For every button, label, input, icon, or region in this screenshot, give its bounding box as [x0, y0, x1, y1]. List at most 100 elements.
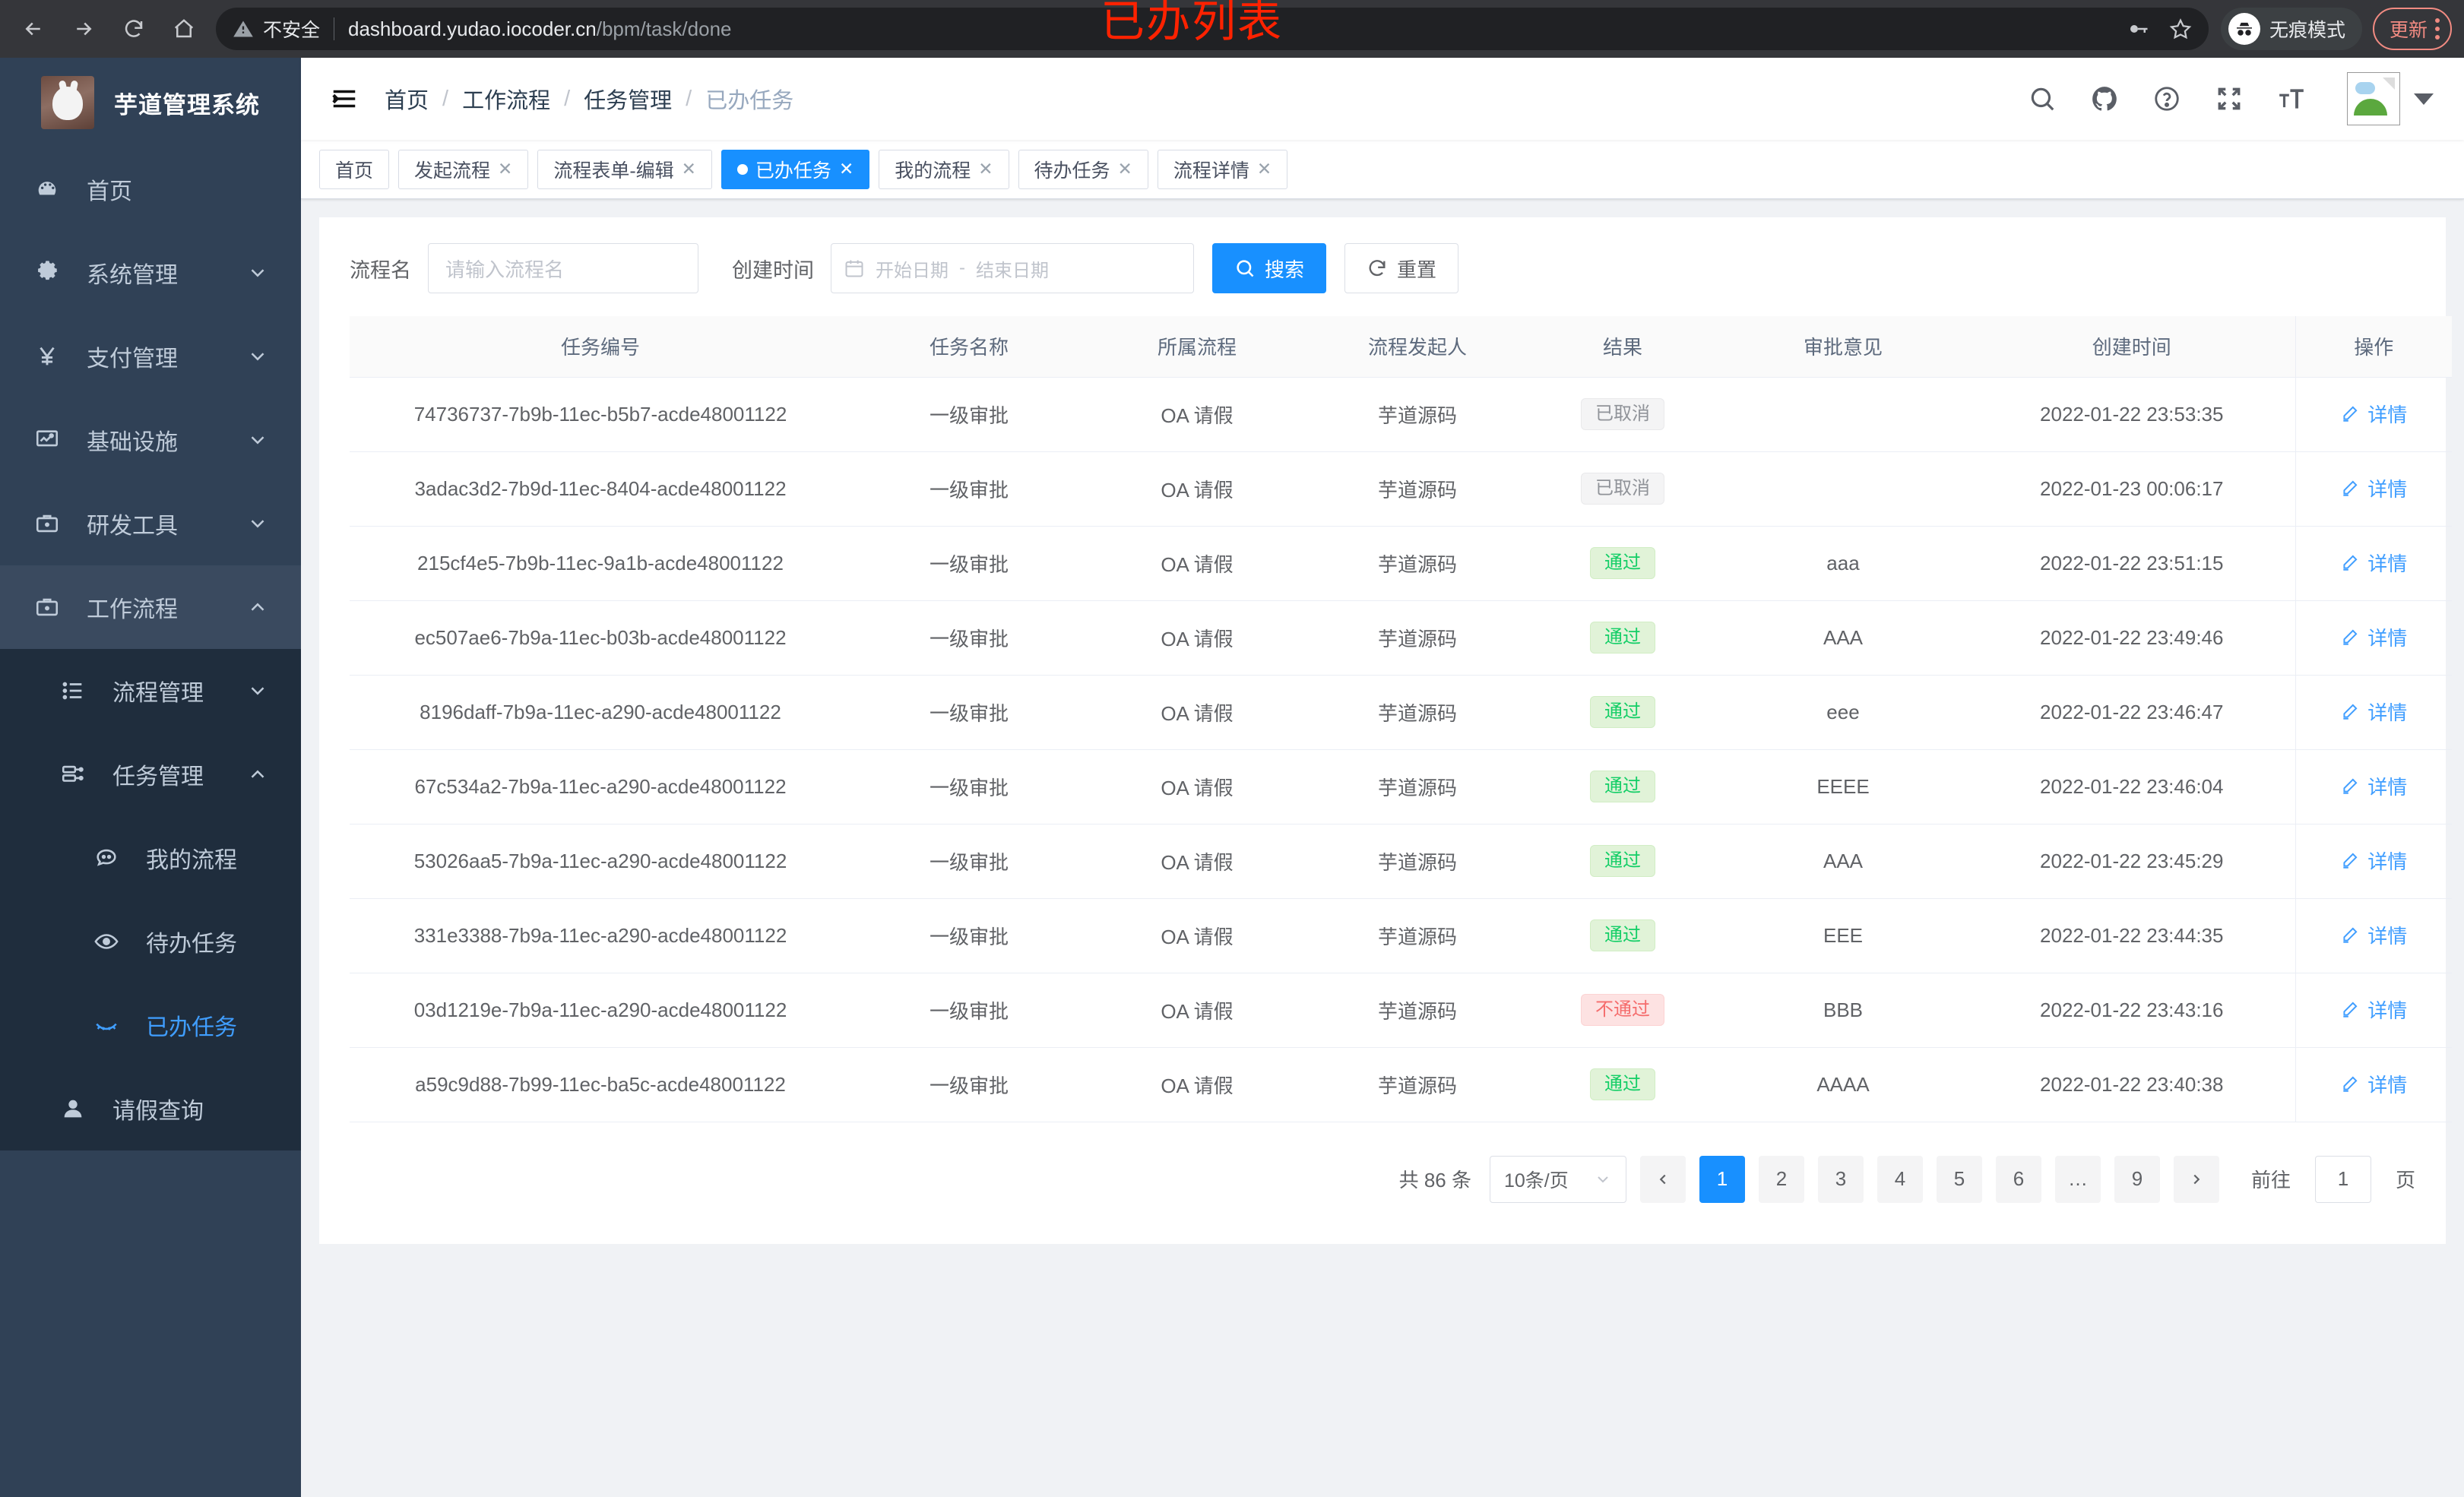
bookmark-star-icon[interactable]: [2169, 17, 2192, 40]
tab-done-task[interactable]: 已办任务 ✕: [721, 149, 870, 189]
page-button-1[interactable]: 1: [1699, 1155, 1745, 1203]
font-size-icon[interactable]: [2277, 84, 2306, 113]
browser-menu-icon[interactable]: [2435, 18, 2440, 40]
sidebar-item-task-manage[interactable]: 任务管理: [0, 733, 301, 816]
search-icon[interactable]: [2028, 84, 2057, 113]
detail-link[interactable]: 详情: [2340, 698, 2407, 726]
page-size-select[interactable]: 10条/页: [1489, 1155, 1626, 1203]
detail-link-label: 详情: [2367, 552, 2408, 575]
incognito-badge[interactable]: 无痕模式: [2220, 8, 2362, 50]
github-icon[interactable]: [2090, 84, 2119, 113]
key-icon[interactable]: [2127, 17, 2149, 40]
sidebar-item-home[interactable]: 首页: [0, 147, 301, 231]
reload-icon[interactable]: [112, 8, 155, 50]
cell-process: OA 请假: [1087, 377, 1307, 452]
sidebar-item-label: 请假查询: [112, 1099, 204, 1124]
cell-task-id: 03d1219e-7b9a-11ec-a290-acde48001122: [350, 973, 851, 1048]
breadcrumb: 首页 / 工作流程 / 任务管理 / 已办任务: [385, 83, 793, 115]
column-header-create-time: 创建时间: [1968, 316, 2295, 378]
tab-home[interactable]: 首页: [319, 149, 390, 189]
help-icon[interactable]: [2152, 84, 2181, 113]
sidebar-item-leave-query[interactable]: 请假查询: [0, 1067, 301, 1150]
tab-todo-task[interactable]: 待办任务 ✕: [1018, 149, 1148, 189]
sidebar-item-process-manage[interactable]: 流程管理: [0, 649, 301, 733]
close-icon[interactable]: ✕: [681, 159, 696, 179]
breadcrumb-item-1[interactable]: 工作流程: [462, 89, 551, 113]
sidebar-toggle-icon[interactable]: [327, 81, 362, 116]
table-row: 53026aa5-7b9a-11ec-a290-acde48001122 一级审批…: [350, 824, 2452, 899]
table-row: 8196daff-7b9a-11ec-a290-acde48001122 一级审批…: [350, 675, 2452, 750]
fullscreen-icon[interactable]: [2215, 84, 2244, 113]
process-name-input[interactable]: 请输入流程名: [428, 243, 698, 293]
sidebar-item-system[interactable]: 系统管理: [0, 231, 301, 315]
detail-link-label: 详情: [2367, 924, 2408, 948]
cell-create-time: 2022-01-22 23:49:46: [1968, 600, 2295, 676]
detail-link[interactable]: 详情: [2340, 400, 2407, 428]
cell-process: OA 请假: [1087, 824, 1307, 899]
close-icon[interactable]: ✕: [498, 159, 513, 179]
cell-comment: [1718, 377, 1968, 452]
sidebar-item-pay[interactable]: 支付管理: [0, 315, 301, 398]
create-time-range-picker[interactable]: 开始日期 - 结束日期: [831, 243, 1194, 293]
chevron-down-icon[interactable]: [2414, 93, 2434, 105]
page-button-5[interactable]: 5: [1936, 1155, 1982, 1203]
breadcrumb-item-2[interactable]: 任务管理: [584, 89, 673, 113]
close-icon[interactable]: ✕: [1117, 159, 1132, 179]
detail-link[interactable]: 详情: [2340, 847, 2407, 875]
detail-link[interactable]: 详情: [2340, 772, 2407, 800]
cell-process: OA 请假: [1087, 526, 1307, 601]
search-button[interactable]: 搜索: [1212, 243, 1327, 293]
back-icon[interactable]: [12, 8, 55, 50]
detail-link[interactable]: 详情: [2340, 474, 2407, 502]
page-button-4[interactable]: 4: [1877, 1155, 1923, 1203]
tab-process-detail[interactable]: 流程详情 ✕: [1157, 149, 1288, 189]
omnibox[interactable]: 不安全 dashboard.yudao.iocoder.cn/bpm/task/…: [216, 8, 2209, 50]
sidebar-item-devtools[interactable]: 研发工具: [0, 482, 301, 565]
sidebar-item-label: 我的流程: [146, 848, 237, 873]
sidebar-item-infrastructure[interactable]: 基础设施: [0, 398, 301, 482]
tab-label: 待办任务: [1034, 160, 1110, 182]
forward-icon[interactable]: [62, 8, 105, 50]
chevron-down-icon: [251, 353, 264, 361]
breadcrumb-item-0[interactable]: 首页: [385, 89, 429, 113]
close-icon[interactable]: ✕: [1256, 159, 1272, 179]
page-button-2[interactable]: 2: [1758, 1155, 1804, 1203]
detail-link[interactable]: 详情: [2340, 1070, 2407, 1098]
tab-start-process[interactable]: 发起流程 ✕: [398, 149, 529, 189]
page-button-3[interactable]: 3: [1817, 1155, 1864, 1203]
detail-link[interactable]: 详情: [2340, 995, 2407, 1024]
sidebar-item-done-task[interactable]: 已办任务: [0, 983, 301, 1067]
sidebar-item-workflow[interactable]: 工作流程: [0, 565, 301, 649]
calendar-icon: [845, 260, 863, 277]
sidebar-item-label: 待办任务: [146, 932, 237, 957]
jump-page-input[interactable]: 1: [2314, 1155, 2371, 1203]
detail-link[interactable]: 详情: [2340, 623, 2407, 651]
cell-initiator: 芋道源码: [1307, 898, 1528, 973]
page-button-6[interactable]: 6: [1995, 1155, 2041, 1203]
cell-operation: 详情: [2295, 451, 2452, 527]
detail-link[interactable]: 详情: [2340, 921, 2407, 949]
prev-page-button[interactable]: [1639, 1155, 1686, 1203]
close-icon[interactable]: ✕: [838, 159, 854, 179]
cell-task-name: 一级审批: [851, 377, 1087, 452]
user-menu[interactable]: [2347, 72, 2434, 125]
reset-button[interactable]: 重置: [1344, 243, 1459, 293]
page-button-9[interactable]: 9: [2114, 1155, 2160, 1203]
detail-link[interactable]: 详情: [2340, 549, 2407, 577]
brand[interactable]: 芋道管理系统: [0, 58, 301, 147]
close-icon[interactable]: ✕: [978, 159, 993, 179]
tab-label: 发起流程: [414, 160, 491, 182]
status-badge: 已取消: [1581, 398, 1664, 430]
cell-comment: aaa: [1718, 526, 1968, 601]
tab-my-process[interactable]: 我的流程 ✕: [879, 149, 1009, 189]
sidebar-item-todo-task[interactable]: 待办任务: [0, 900, 301, 983]
tab-process-form-edit[interactable]: 流程表单-编辑 ✕: [537, 149, 712, 189]
next-page-button[interactable]: [2173, 1155, 2219, 1203]
page-ellipsis[interactable]: …: [2054, 1155, 2101, 1203]
home-icon[interactable]: [163, 8, 205, 50]
cell-initiator: 芋道源码: [1307, 1047, 1528, 1122]
column-header-comment: 审批意见: [1718, 316, 1968, 378]
sidebar-item-label: 流程管理: [112, 681, 204, 706]
update-button[interactable]: 更新: [2372, 8, 2452, 50]
sidebar-item-my-process[interactable]: 我的流程: [0, 816, 301, 900]
